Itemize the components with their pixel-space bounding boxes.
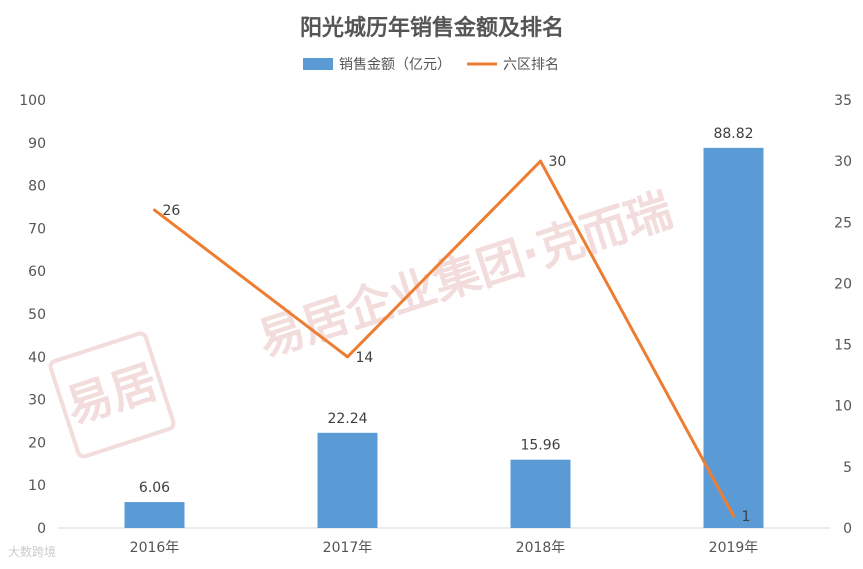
rank-point (539, 159, 542, 163)
bar (317, 432, 378, 528)
y-left-tick-label: 10 (28, 478, 46, 494)
x-tick-label: 2019年 (709, 540, 759, 556)
watermark-seal-text: 易居 (60, 354, 164, 434)
rank-point (346, 355, 349, 359)
x-axis: 2016年 2017年 2018年 2019年 (58, 527, 830, 556)
rank-value-label: 26 (163, 203, 181, 219)
y-left-tick-label: 40 (28, 350, 46, 366)
y-right-tick-label: 20 (834, 276, 852, 292)
y-left-tick-label: 70 (28, 221, 46, 237)
y-left-tick-label: 30 (28, 393, 46, 409)
bar-value-label: 22.24 (327, 411, 367, 427)
bar (703, 147, 764, 528)
bar (510, 459, 571, 528)
legend: 销售金额（亿元） 六区排名 (303, 57, 559, 73)
seal-frame (48, 331, 176, 459)
y-right-tick-label: 0 (843, 521, 852, 537)
y-right-tick-label: 5 (843, 460, 852, 476)
y-right-tick-label: 35 (834, 93, 852, 109)
rank-point (153, 208, 156, 212)
y-left-tick-label: 50 (28, 307, 46, 323)
rank-value-label: 1 (742, 509, 751, 525)
bar-series: 6.06 22.24 15.96 88.82 (124, 126, 764, 528)
y-left-tick-label: 90 (28, 136, 46, 152)
bar-value-label: 88.82 (713, 126, 753, 142)
chart-title: 阳光城历年销售金额及排名 (300, 15, 564, 41)
bar (124, 502, 185, 528)
legend-swatch-sales (303, 58, 333, 70)
y-left-tick-label: 100 (19, 93, 46, 109)
y-right-tick-label: 25 (834, 215, 852, 231)
y-axis-right: 0 5 10 15 20 25 30 35 (834, 93, 852, 537)
y-left-tick-label: 80 (28, 179, 46, 195)
rank-point (732, 514, 735, 518)
legend-label-sales: 销售金额（亿元） (339, 57, 451, 73)
y-right-tick-label: 30 (834, 154, 852, 170)
y-right-tick-label: 10 (834, 399, 852, 415)
y-left-tick-label: 20 (28, 435, 46, 451)
line-series: 26 14 30 1 (153, 154, 750, 525)
rank-value-label: 14 (356, 350, 374, 366)
y-axis-left: 0 10 20 30 40 50 60 70 80 90 100 (19, 93, 46, 537)
y-left-tick-label: 0 (37, 521, 46, 537)
x-tick-label: 2017年 (323, 540, 373, 556)
y-right-tick-label: 15 (834, 338, 852, 354)
rank-line (153, 159, 735, 517)
x-tick-label: 2016年 (130, 540, 180, 556)
watermark-text: 易居企业集团·克而瑞 (252, 182, 679, 367)
bar-value-label: 15.96 (520, 438, 560, 454)
rank-value-label: 30 (549, 154, 567, 170)
bar-value-label: 6.06 (139, 480, 170, 496)
y-left-tick-label: 60 (28, 264, 46, 280)
watermark-corner: 大数跨境 (8, 544, 56, 559)
x-tick-label: 2018年 (516, 540, 566, 556)
legend-label-rank: 六区排名 (503, 57, 559, 73)
